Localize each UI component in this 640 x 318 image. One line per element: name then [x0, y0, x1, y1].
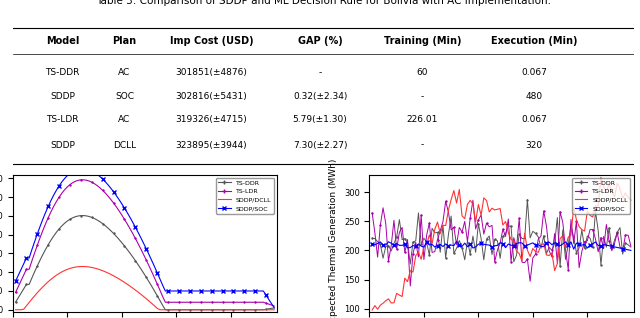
Text: -: -	[421, 141, 424, 149]
Text: GAP (%): GAP (%)	[298, 36, 342, 46]
Text: Table 3: Comparison of SDDP and ML Decision Rule for Bolivia with AC Implementat: Table 3: Comparison of SDDP and ML Decis…	[96, 0, 550, 6]
Text: 301851(±4876): 301851(±4876)	[175, 68, 248, 77]
Text: Training (Min): Training (Min)	[384, 36, 461, 46]
Text: 0.067: 0.067	[522, 68, 547, 77]
Text: DCLL: DCLL	[113, 141, 136, 149]
Text: 319326(±4715): 319326(±4715)	[175, 115, 247, 124]
Text: SDDP: SDDP	[50, 92, 75, 101]
Text: TS-LDR: TS-LDR	[46, 115, 79, 124]
Text: 226.01: 226.01	[407, 115, 438, 124]
Text: 0.067: 0.067	[522, 115, 547, 124]
Text: -: -	[421, 92, 424, 101]
Text: Plan: Plan	[113, 36, 136, 46]
Text: Model: Model	[46, 36, 79, 46]
Text: AC: AC	[118, 68, 131, 77]
Text: -: -	[319, 68, 322, 77]
Legend: TS-DDR, TS-LDR, SDDP/DCLL, SDDP/SOC: TS-DDR, TS-LDR, SDDP/DCLL, SDDP/SOC	[572, 178, 630, 214]
Text: 5.79(±1.30): 5.79(±1.30)	[292, 115, 348, 124]
Text: 320: 320	[525, 141, 543, 149]
Text: SOC: SOC	[115, 92, 134, 101]
Text: 60: 60	[417, 68, 428, 77]
Text: Imp Cost (USD): Imp Cost (USD)	[170, 36, 253, 46]
Text: 480: 480	[525, 92, 543, 101]
Y-axis label: Expected Thermal Generation (MWh): Expected Thermal Generation (MWh)	[329, 159, 339, 318]
Text: SDDP: SDDP	[50, 141, 75, 149]
Text: 302816(±5431): 302816(±5431)	[175, 92, 247, 101]
Legend: TS-DDR, TS-LDR, SDDP/DCLL, SDDP/SOC: TS-DDR, TS-LDR, SDDP/DCLL, SDDP/SOC	[216, 178, 274, 214]
Text: TS-DDR: TS-DDR	[45, 68, 79, 77]
Text: 0.32(±2.34): 0.32(±2.34)	[293, 92, 348, 101]
Text: Execution (Min): Execution (Min)	[491, 36, 577, 46]
Text: AC: AC	[118, 115, 131, 124]
Text: 7.30(±2.27): 7.30(±2.27)	[293, 141, 348, 149]
Text: 323895(±3944): 323895(±3944)	[175, 141, 247, 149]
